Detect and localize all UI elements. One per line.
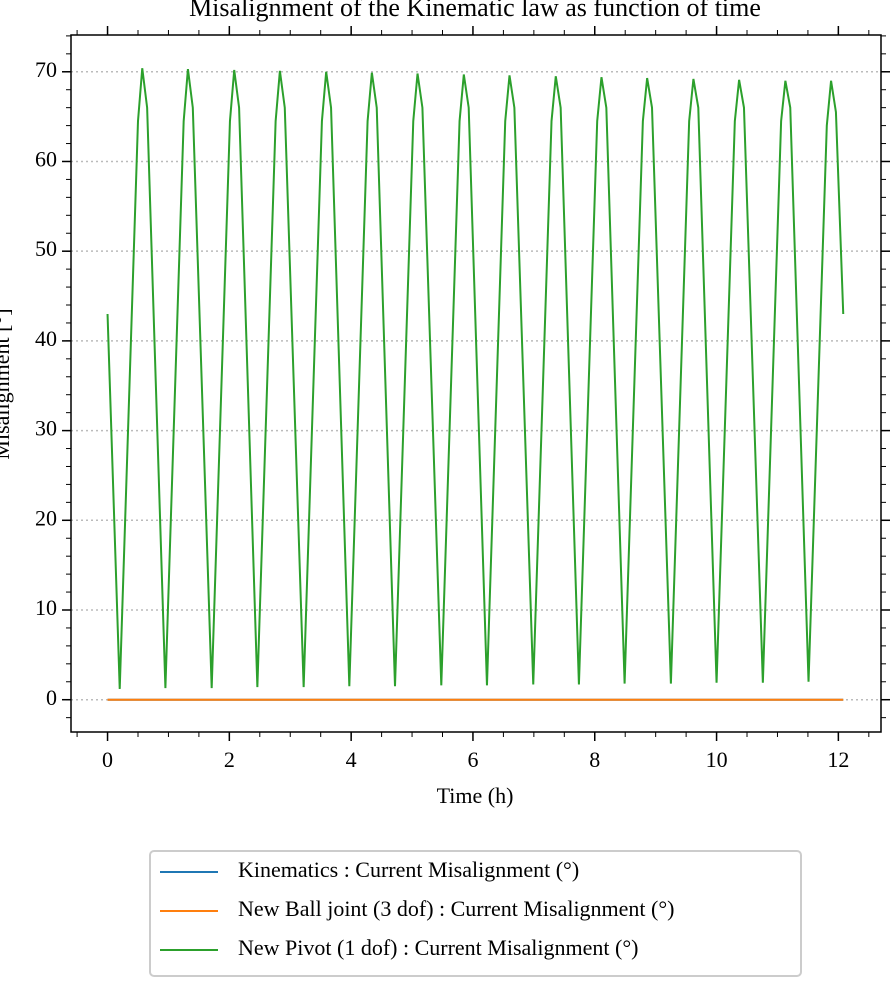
legend: Kinematics : Current Misalignment (°) New… (160, 857, 675, 960)
y-axis-label: Misalignment [°] (0, 308, 14, 459)
y-tick-label: 50 (35, 236, 57, 261)
x-tick-label: 0 (102, 747, 113, 772)
plot-lines (106, 68, 845, 701)
x-tick-label: 8 (589, 747, 600, 772)
x-tick-label: 2 (224, 747, 235, 772)
x-tick-label: 4 (346, 747, 357, 772)
chart-title: Misalignment of the Kinematic law as fun… (189, 0, 761, 22)
y-tick-label: 70 (35, 57, 57, 82)
y-tick-label: 40 (35, 326, 57, 351)
legend-label: Kinematics : Current Misalignment (°) (238, 857, 579, 882)
x-tick-label: 12 (827, 747, 849, 772)
legend-box (149, 850, 802, 977)
legend-label: New Ball joint (3 dof) : Current Misalig… (238, 896, 675, 921)
y-tick-label: 20 (35, 505, 57, 530)
y-tick-label: 10 (35, 595, 57, 620)
series-line (106, 68, 845, 689)
legend-label: New Pivot (1 dof) : Current Misalignment… (238, 935, 638, 960)
axes: 0 10 20 30 40 50 60 70 0 2 4 6 8 10 12 (35, 26, 890, 772)
x-axis-label: Time (h) (437, 783, 514, 808)
y-tick-label: 60 (35, 147, 57, 172)
y-tick-label: 0 (46, 685, 57, 710)
x-tick-label: 6 (467, 747, 478, 772)
plot-frame (70, 34, 882, 733)
y-tick-label: 30 (35, 416, 57, 441)
x-tick-label: 10 (706, 747, 728, 772)
